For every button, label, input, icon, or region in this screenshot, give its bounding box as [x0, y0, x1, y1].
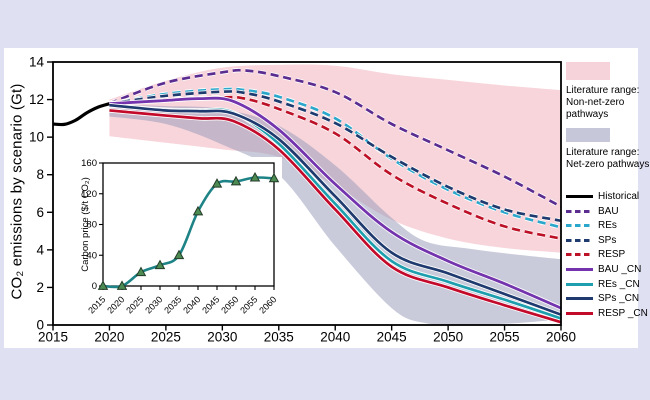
line-sps-cn [109, 103, 561, 316]
x-tick-label: 2020 [94, 330, 124, 345]
scenario-lines [53, 67, 561, 325]
x-tick-label: 2060 [546, 330, 576, 345]
legend-line-sample [566, 311, 593, 315]
x-tick-label: 2050 [433, 330, 463, 345]
legend-line-sample [566, 209, 593, 213]
line-bau [108, 68, 561, 208]
carbon-price-marker [249, 171, 261, 182]
inset-x-tick-label: 2050 [219, 294, 240, 315]
inset-x-tick-label: 2015 [86, 294, 107, 315]
legend-item-label: SPs _CN [598, 293, 640, 305]
legend-item-bau-cn: BAU _CN [566, 264, 650, 275]
y-tick-label: 2 [36, 280, 44, 295]
inset-x-tick-label: 2040 [181, 294, 202, 315]
axes: 2015 2020 2025 2030 2035 2040 2045 2050 2055 2060… [29, 55, 576, 345]
carbon-price-marker [230, 175, 242, 186]
x-tick-label: 2015 [38, 330, 68, 345]
legend-item-resp-cn: RESP _CN [566, 308, 650, 319]
inset-x-tick-label: 2030 [143, 294, 164, 315]
carbon-price-marker [97, 280, 109, 290]
legend-item-label: RESP _CN [598, 307, 648, 319]
y-tick-label: 6 [36, 205, 44, 220]
legend-item-label: BAU _CN [598, 263, 642, 275]
legend-item-label: Historical [598, 191, 640, 202]
carbon-price-line [102, 176, 275, 289]
legend-line-sample [566, 297, 593, 301]
legend-line-sample [566, 224, 593, 228]
inset-y-axis-title: Carbon price ($/t CO₂) [80, 177, 91, 272]
legend-line-sample [566, 282, 593, 286]
carbon-price-marker [154, 259, 166, 270]
legend-line-sample [566, 238, 593, 242]
carbon-price-marker [211, 178, 223, 188]
carbon-price-marker [116, 280, 128, 290]
plot-frame [52, 61, 562, 326]
y-tick-label: 0 [36, 318, 44, 333]
carbon-price-marker [135, 266, 147, 277]
carbon-price-marker [268, 172, 280, 183]
y-tick-label: 4 [36, 242, 44, 257]
legend-item-resp: RESP [566, 249, 650, 260]
x-tick-label: 2045 [377, 330, 407, 345]
y-tick-label: 10 [29, 130, 44, 145]
line-sps [109, 90, 561, 223]
y-tick-label: 14 [29, 55, 45, 70]
y-tick-label: 8 [36, 167, 44, 182]
inset-x-tick-label: 2035 [162, 294, 183, 315]
legend-line-sample [566, 195, 593, 198]
legend-item-sps-cn: SPs _CN [566, 293, 650, 304]
legend-range-label-net-zero: Literature range: Net-zero pathways [566, 147, 650, 170]
legend-line-sample [566, 267, 593, 271]
inset-y-tick-label: 160 [81, 158, 97, 169]
chart-legend: Literature range: Non-net-zero pathways Lit… [566, 62, 650, 322]
legend-item-label: SPs [598, 234, 617, 246]
legend-item-historical: Historical [566, 191, 650, 202]
legend-item-res: REs [566, 220, 650, 231]
inset-y-tick-label: 0 [92, 281, 97, 292]
line-resp-cn [109, 109, 561, 324]
inset-x-tick-label: 2020 [105, 294, 126, 315]
legend-item-label: REs [598, 220, 617, 232]
legend-swatch-net-zero [566, 128, 610, 142]
line-res [109, 87, 561, 229]
x-tick-label: 2055 [490, 330, 520, 345]
carbon-price-inset: 0408012016020152020202520302035204020452… [80, 157, 282, 316]
carbon-price-marker [192, 205, 204, 216]
x-tick-label: 2035 [264, 330, 294, 345]
y-tick-label: 12 [29, 92, 44, 107]
inset-x-tick-label: 2060 [257, 294, 278, 315]
band-literature-range-net-zero-pathways [109, 104, 561, 325]
x-tick-label: 2030 [207, 330, 237, 345]
x-tick-label: 2040 [320, 330, 350, 345]
x-tick-label: 2025 [151, 330, 181, 345]
line-historical [53, 102, 110, 127]
line-bau-cn [109, 96, 561, 310]
carbon-price-marker [173, 249, 185, 260]
inset-y-tick-label: 80 [86, 220, 97, 231]
inset-y-tick-label: 40 [86, 250, 97, 261]
legend-line-sample [566, 253, 593, 257]
inset-x-tick-label: 2045 [200, 294, 221, 315]
legend-item-label: REs _CN [598, 278, 640, 290]
inset-y-tick-label: 120 [81, 189, 97, 200]
legend-range-label-non-net-zero: Literature range: Non-net-zero pathways [566, 85, 640, 120]
legend-item-label: RESP [598, 249, 626, 261]
inset-x-tick-label: 2025 [124, 294, 145, 315]
legend-swatch-non-net-zero [566, 62, 610, 80]
legend-item-label: BAU [598, 205, 619, 217]
legend-item-bau: BAU [566, 206, 650, 217]
inset-x-tick-label: 2055 [238, 294, 259, 315]
legend-item-sps: SPs [566, 235, 650, 246]
legend-item-res-cn: REs _CN [566, 279, 650, 290]
